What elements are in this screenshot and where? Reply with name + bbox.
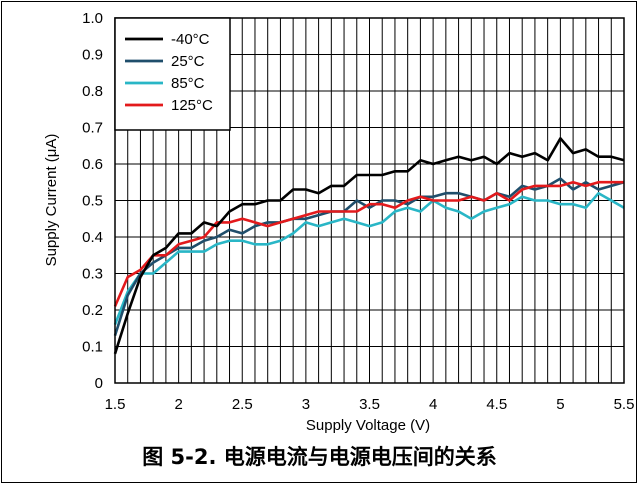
y-tick-label: 0.4 [82, 229, 103, 246]
x-axis-label: Supply Voltage (V) [306, 417, 430, 434]
series-line-0 [113, 137, 625, 355]
y-tick-label: 0 [95, 375, 103, 392]
supply-current-chart: 1.5 2 2.5 3 3.5 4 4.5 5 5.5 00.10.20.30.40.50.60… [43, 10, 635, 434]
legend-box [114, 17, 231, 131]
series-layer [113, 137, 625, 355]
x-tick-labels: 1.5 2 2.5 3 3.5 4 4.5 5 5.5 [105, 396, 635, 413]
x-tick-label: 4.5 [486, 396, 507, 413]
y-tick-label: 0.9 [82, 47, 103, 64]
legend-label: -40°C [171, 31, 210, 48]
y-tick-label: 0.3 [82, 266, 103, 283]
plot-border [114, 17, 625, 384]
x-tick-label: 4 [429, 396, 437, 413]
y-axis-label: Supply Current (μA) [43, 134, 60, 267]
series-line-3 [113, 180, 624, 307]
legend-label: 85°C [171, 75, 205, 92]
x-tick-label: 3.5 [359, 396, 380, 413]
y-tick-label: 0.1 [82, 339, 103, 356]
y-tick-label: 0.7 [82, 120, 103, 137]
series-line-1 [113, 177, 625, 336]
y-tick-label: 1.0 [82, 10, 103, 27]
legend: -40°C 25°C 85°C 125°C [114, 17, 231, 131]
y-tick-labels: 0 0.1 0.2 0.3 0.4 0.5 0.6 0.7 0.8 0.9 1.0 [82, 10, 103, 392]
x-tick-label: 5.5 [614, 396, 635, 413]
legend-label: 25°C [171, 53, 205, 70]
y-tick-label: 0.5 [82, 193, 103, 210]
y-tick-label: 0.6 [82, 156, 103, 173]
series-line-2 [113, 191, 625, 326]
x-tick-label: 5 [556, 396, 564, 413]
legend-label: 125°C [171, 97, 213, 114]
y-tick-label: 0.2 [82, 302, 103, 319]
figure-caption: 图 5-2. 电源电流与电源电压间的关系 [142, 445, 497, 469]
x-tick-label: 1.5 [105, 396, 126, 413]
x-tick-label: 3 [302, 396, 310, 413]
x-tick-label: 2 [174, 396, 182, 413]
x-tick-label: 2.5 [232, 396, 253, 413]
y-tick-label: 0.8 [82, 83, 103, 100]
